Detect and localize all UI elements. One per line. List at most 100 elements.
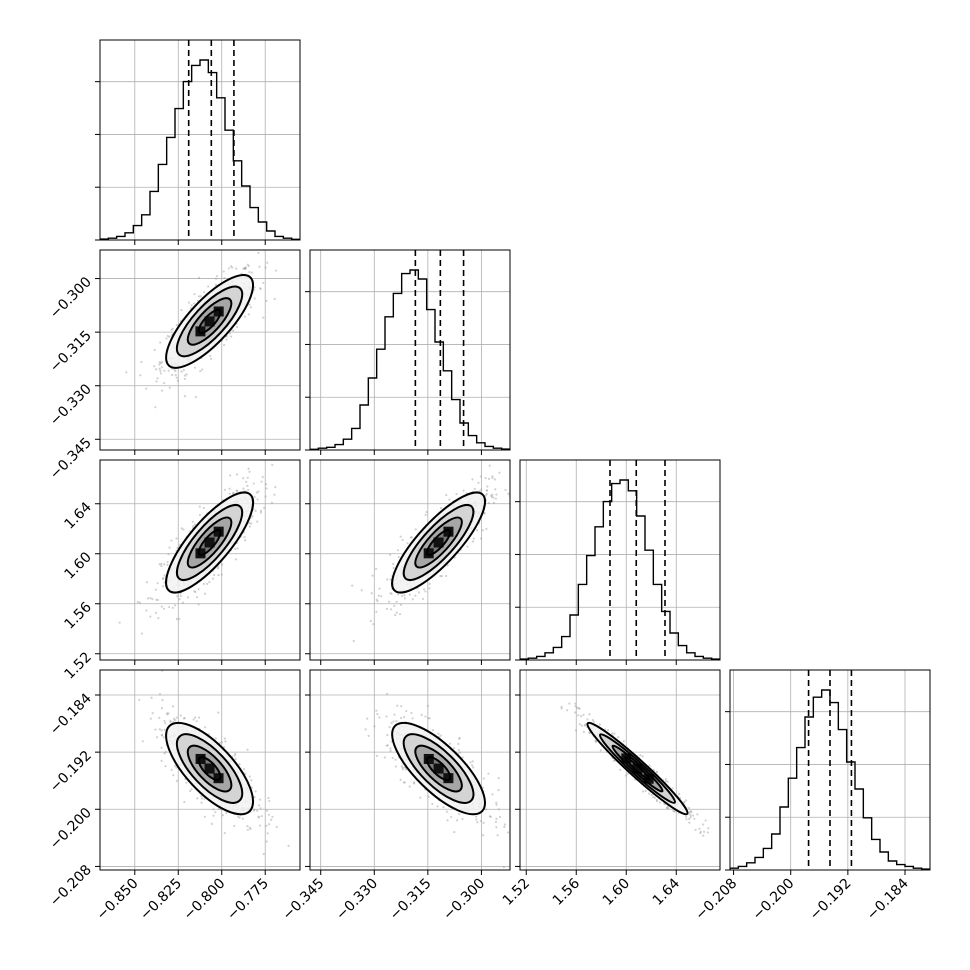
scatter-point: [613, 732, 616, 735]
scatter-point: [484, 477, 487, 480]
scatter-point: [250, 522, 253, 525]
scatter-point: [448, 742, 452, 745]
scatter-point: [457, 742, 460, 746]
scatter-point: [202, 506, 206, 510]
scatter-point: [378, 716, 381, 719]
scatter-point: [595, 740, 598, 743]
scatter-point: [376, 599, 379, 603]
scatter-point: [664, 780, 667, 783]
scatter-point: [399, 778, 402, 781]
scatter-point: [688, 810, 691, 813]
scatter-point: [153, 348, 156, 352]
scatter-point: [227, 267, 230, 270]
scatter-point: [482, 777, 485, 780]
scatter-point: [599, 749, 602, 752]
scatter-point: [495, 803, 498, 806]
scatter-point: [155, 736, 159, 739]
scatter-point: [271, 815, 274, 818]
scatter-point: [140, 360, 143, 364]
scatter-point: [485, 808, 488, 811]
density-contour: [175, 733, 244, 804]
density-peak-cell: [195, 753, 206, 764]
density-peak-cell: [632, 763, 643, 774]
scatter-point: [688, 821, 691, 824]
scatter-point: [197, 588, 200, 591]
scatter-point: [263, 506, 266, 509]
scatter-point: [403, 594, 406, 597]
scatter-point: [650, 793, 653, 797]
scatter-point: [236, 547, 239, 550]
scatter-point: [254, 509, 257, 512]
scatter-point: [253, 286, 256, 289]
scatter-point: [224, 740, 227, 743]
scatter-point: [161, 585, 165, 588]
scatter-point: [462, 489, 465, 492]
scatter-point: [262, 852, 265, 856]
scatter-point: [455, 819, 459, 822]
scatter-point: [235, 473, 239, 476]
scatter-point: [689, 814, 692, 817]
scatter-point: [223, 737, 226, 740]
scatter-point: [481, 834, 485, 837]
panel-content: [118, 463, 277, 635]
scatter-point: [485, 527, 488, 531]
density-contour: [175, 503, 244, 581]
scatter-point: [161, 733, 164, 737]
scatter-point: [389, 578, 392, 581]
scatter-point: [162, 736, 165, 739]
scatter-point: [259, 287, 262, 290]
scatter-point: [141, 740, 144, 743]
density-contour: [197, 756, 222, 781]
scatter-point: [494, 820, 498, 824]
scatter-point: [491, 793, 494, 796]
scatter-point: [401, 766, 404, 769]
scatter-point: [458, 813, 461, 816]
scatter-point: [214, 811, 217, 814]
scatter-point: [400, 716, 403, 720]
scatter-point: [417, 591, 421, 594]
scatter-point: [476, 821, 479, 824]
scatter-point: [422, 588, 426, 591]
scatter-point: [149, 717, 152, 720]
density-contour: [425, 756, 452, 781]
scatter-point: [494, 497, 497, 500]
scatter-point: [190, 788, 193, 791]
scatter-point: [252, 482, 255, 485]
scatter-point: [166, 334, 169, 338]
scatter-point: [385, 715, 388, 718]
scatter-point: [259, 807, 262, 810]
y-tick-label: 1.52: [61, 649, 94, 682]
scatter-point: [230, 335, 233, 338]
y-tick-label: −0.192: [47, 748, 95, 796]
scatter-point: [223, 276, 226, 280]
scatter-point: [258, 798, 262, 801]
scatter-point: [211, 577, 215, 580]
scatter-point: [498, 471, 501, 474]
scatter-point: [487, 502, 490, 505]
scatter-point: [242, 477, 245, 480]
scatter-point: [409, 536, 412, 539]
scatter-point: [253, 808, 256, 811]
scatter-point: [375, 610, 378, 613]
scatter-point: [683, 801, 686, 804]
scatter-point: [187, 301, 191, 304]
density-peak-cell: [423, 753, 434, 764]
scatter-point: [183, 374, 187, 377]
scatter-point: [396, 593, 400, 596]
scatter-point: [560, 705, 563, 709]
scatter-point: [484, 494, 488, 497]
scatter-point: [394, 614, 397, 617]
scatter-point: [163, 563, 166, 566]
scatter-point: [158, 693, 162, 696]
scatter-point: [202, 582, 205, 585]
scatter-point: [221, 814, 224, 817]
scatter-point: [176, 379, 179, 382]
scatter-point: [386, 578, 389, 581]
density-peak-cell: [423, 548, 434, 559]
x-tick-label: −0.200: [750, 876, 798, 924]
scatter-point: [176, 546, 179, 549]
scatter-point: [655, 798, 658, 802]
scatter-point: [374, 567, 378, 570]
panel-content: [560, 702, 710, 837]
scatter-point: [162, 577, 165, 580]
